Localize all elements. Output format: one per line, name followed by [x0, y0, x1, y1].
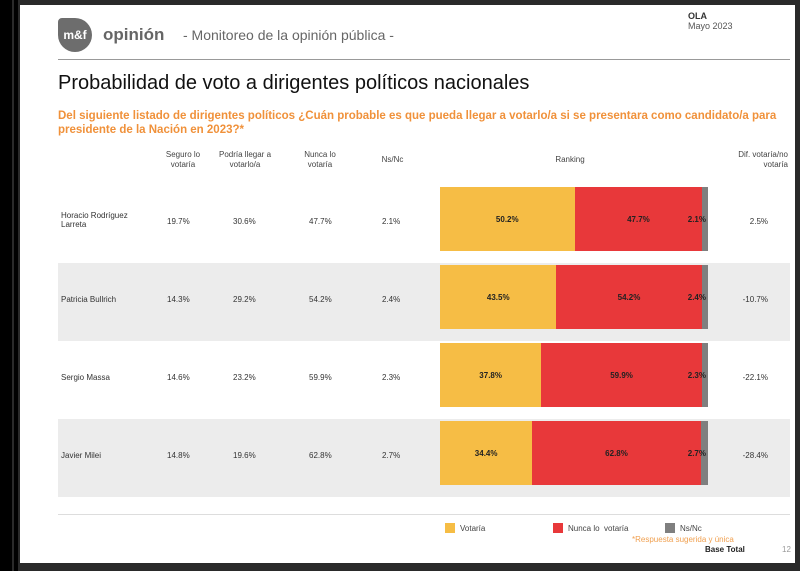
podria-value: 30.6%	[233, 217, 256, 226]
legend-label: Nunca lo votaría	[568, 523, 629, 533]
col-header-ranking: Ranking	[555, 155, 585, 164]
ranking-bar: 34.4% 62.8% 2.7%	[440, 421, 708, 485]
dif-value: -28.4%	[742, 451, 768, 460]
nsnc-value: 2.1%	[382, 217, 401, 226]
bar-segment: 37.8%	[440, 343, 542, 407]
col-header-nunca: Nunca lo votaría	[304, 150, 336, 169]
ranking-bar: 50.2% 47.7% 2.1%	[440, 187, 708, 251]
date-label: Mayo 2023	[688, 21, 733, 31]
bar-segment: 50.2%	[440, 187, 575, 251]
bar-segment: 2.7%	[688, 421, 708, 485]
dif-value: 2.5%	[749, 217, 768, 226]
data-label: 2.1%	[687, 214, 706, 224]
legend-votaria: Votaría	[445, 523, 485, 533]
bar-segment: 2.3%	[688, 343, 708, 407]
divider	[58, 59, 790, 60]
candidate-name: Patricia Bullrich	[61, 295, 117, 304]
table-row: Horacio Rodríguez Larreta 19.7% 30.6% 47.7%…	[58, 185, 790, 263]
question: Del siguiente listado de dirigentes polí…	[58, 110, 777, 136]
data-label: 62.8%	[605, 448, 628, 458]
data-label: 37.8%	[479, 370, 502, 380]
legend-swatch	[553, 523, 563, 533]
footnote: *Respuesta sugerida y única	[632, 535, 734, 544]
podria-value: 23.2%	[233, 373, 256, 382]
col-header-seguro: Seguro lo votaría	[165, 150, 201, 169]
data-label: 43.5%	[486, 292, 510, 302]
legend-label: Votaría	[460, 523, 486, 533]
ranking-bar: 43.5% 54.2% 2.4%	[440, 265, 708, 329]
bar-segment: 47.7%	[574, 187, 703, 251]
candidate-name: Javier Milei	[61, 451, 102, 460]
table-row: Patricia Bullrich 14.3% 29.2% 54.2% 2.4% -10.…	[58, 263, 790, 341]
left-border	[14, 0, 18, 571]
podria-value: 29.2%	[233, 295, 256, 304]
nsnc-value: 2.7%	[382, 451, 401, 460]
brand: opinión	[103, 25, 165, 44]
ola-label: OLA	[688, 11, 707, 21]
legend-swatch	[665, 523, 675, 533]
nunca-value: 47.7%	[309, 217, 332, 226]
table-row: Javier Milei 14.8% 19.6% 62.8% 2.7% -28.4% 34.…	[58, 419, 790, 497]
seguro-value: 19.7%	[167, 217, 190, 226]
page-title: Probabilidad de voto a dirigentes políti…	[58, 72, 530, 94]
left-border	[0, 0, 12, 571]
bar-segment: 34.4%	[440, 421, 533, 485]
data-label: 59.9%	[610, 370, 633, 380]
header-subtitle: - Monitoreo de la opinión pública -	[183, 27, 394, 43]
bar-segment: 2.1%	[688, 187, 708, 251]
bar-segment: 59.9%	[541, 343, 702, 407]
bar-segment: 2.4%	[688, 265, 708, 329]
divider	[58, 514, 790, 515]
candidate-name: Sergio Massa	[61, 373, 110, 382]
data-label: 2.3%	[687, 370, 706, 380]
bar-segment: 43.5%	[440, 265, 557, 329]
dif-value: -10.7%	[742, 295, 768, 304]
nsnc-value: 2.3%	[382, 373, 401, 382]
logo: m&f	[58, 18, 92, 52]
seguro-value: 14.3%	[167, 295, 190, 304]
data-label: 50.2%	[495, 214, 519, 224]
base-label: Base Total	[705, 545, 745, 554]
col-header-dif: Dif. votaría/no votaría	[738, 150, 788, 169]
podria-value: 19.6%	[233, 451, 256, 460]
data-label: 47.7%	[627, 214, 650, 224]
nsnc-value: 2.4%	[382, 295, 401, 304]
data-label: 34.4%	[474, 448, 498, 458]
legend-label: Ns/Nc	[680, 523, 702, 533]
ranking-bar: 37.8% 59.9% 2.3%	[440, 343, 708, 407]
nunca-value: 54.2%	[309, 295, 332, 304]
legend-nsnc: Ns/Nc	[665, 523, 702, 533]
data-label: 54.2%	[617, 292, 641, 302]
col-header-nsnc: Ns/Nc	[381, 155, 404, 164]
legend-nunca: Nunca lo votaría	[553, 523, 628, 533]
data-label: 2.7%	[687, 448, 706, 458]
dif-value: -22.1%	[742, 373, 768, 382]
col-header-podria: Podría llegar a votarlo/a	[218, 150, 272, 169]
candidate-name: Horacio Rodríguez Larreta	[61, 211, 128, 229]
bar-segment: 62.8%	[532, 421, 701, 485]
nunca-value: 59.9%	[309, 373, 332, 382]
seguro-value: 14.6%	[167, 373, 190, 382]
nunca-value: 62.8%	[309, 451, 332, 460]
bar-segment: 54.2%	[556, 265, 702, 329]
legend-swatch	[445, 523, 455, 533]
page-number: 12	[782, 545, 791, 554]
data-label: 2.4%	[687, 292, 706, 302]
seguro-value: 14.8%	[167, 451, 190, 460]
table-row: Sergio Massa 14.6% 23.2% 59.9% 2.3% -22.1% 37.…	[58, 341, 790, 419]
